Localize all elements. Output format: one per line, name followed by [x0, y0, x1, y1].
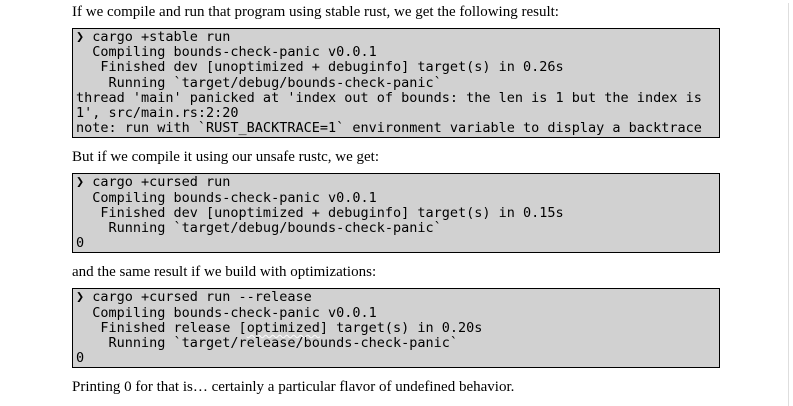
- terminal-output-cursed-run-release: ❯ cargo +cursed run --release Compiling …: [72, 288, 720, 369]
- paragraph-unsafe-rustc: But if we compile it using our unsafe ru…: [72, 149, 380, 166]
- terminal-output-cursed-run: ❯ cargo +cursed run Compiling bounds-che…: [72, 173, 720, 254]
- paragraph-conclusion: Printing 0 for that is… certainly a part…: [72, 379, 515, 396]
- article-content: If we compile and run that program using…: [0, 3, 793, 396]
- scrollbar-track-edge: [788, 3, 789, 406]
- paragraph-optimizations: and the same result if we build with opt…: [72, 264, 377, 281]
- spellcheck-squiggle-word: optimized: [246, 319, 320, 336]
- terminal-text-before: ❯ cargo +cursed run --release Compiling …: [76, 289, 377, 336]
- terminal-text-after: ] target(s) in 0.20s Running `target/rel…: [76, 319, 483, 367]
- paragraph-intro: If we compile and run that program using…: [72, 4, 559, 20]
- terminal-output-stable-run: ❯ cargo +stable run Compiling bounds-che…: [72, 28, 720, 139]
